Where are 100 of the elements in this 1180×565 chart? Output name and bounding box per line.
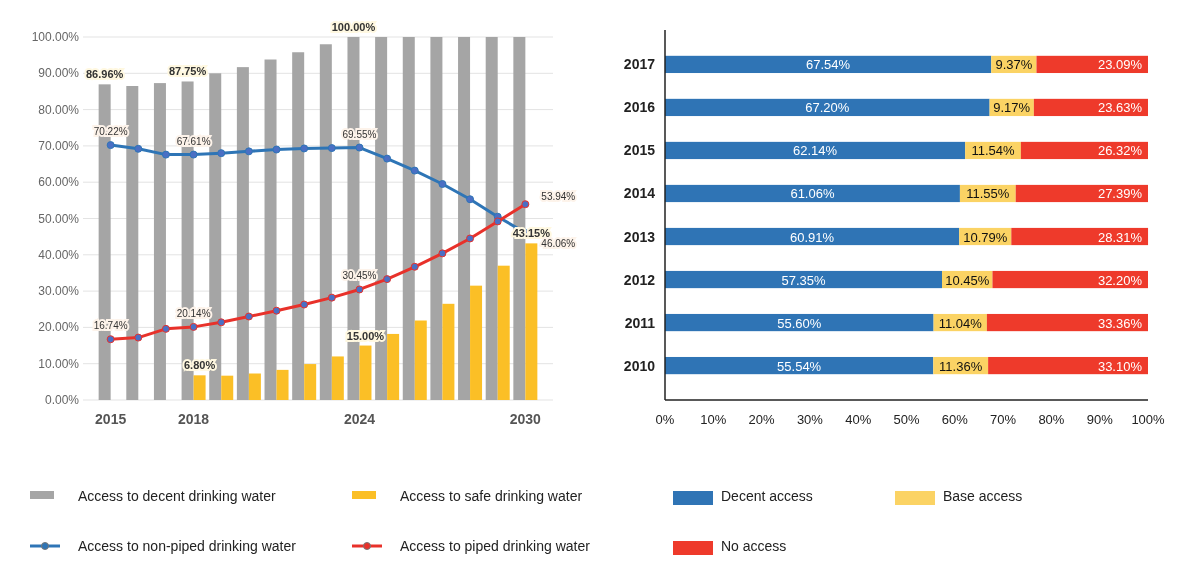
data-label: 11.04% xyxy=(938,315,983,331)
x-tick-label: 2015 xyxy=(95,411,127,427)
y-tick-label: 2011 xyxy=(624,314,656,331)
bar xyxy=(470,285,483,400)
y-tick-label: 50.00% xyxy=(38,211,80,226)
y-tick-label: 80.00% xyxy=(38,102,80,117)
bar xyxy=(292,52,305,400)
bar xyxy=(153,83,166,400)
point xyxy=(410,166,419,175)
data-label: 26.32% xyxy=(1097,143,1143,159)
data-label: 100.00% xyxy=(331,21,376,33)
data-label: 67.61% xyxy=(176,135,211,147)
data-label: 87.75% xyxy=(168,65,207,78)
bar xyxy=(458,37,471,400)
bar xyxy=(665,313,934,332)
y-tick-label: 30.00% xyxy=(38,284,80,299)
bar xyxy=(665,55,992,74)
point xyxy=(106,335,115,344)
bar xyxy=(665,184,960,203)
x-tick-label: 0% xyxy=(655,412,675,427)
data-label: 11.54% xyxy=(971,143,1015,159)
bar xyxy=(304,364,317,400)
data-label: 61.06% xyxy=(790,186,835,202)
bar xyxy=(126,86,139,400)
data-label: 27.39% xyxy=(1097,186,1143,202)
data-label: 20.14% xyxy=(176,307,211,319)
bar xyxy=(414,320,427,400)
data-label: 23.63% xyxy=(1097,100,1143,116)
point xyxy=(466,234,475,243)
data-label: 62.14% xyxy=(793,143,838,159)
x-tick-label: 40% xyxy=(845,412,872,427)
data-label: 55.54% xyxy=(777,358,822,374)
bar xyxy=(248,373,261,400)
data-label: 30.45% xyxy=(342,270,377,282)
bar xyxy=(236,67,249,400)
data-label: 10.79% xyxy=(963,229,1008,245)
data-label: 67.54% xyxy=(806,57,851,73)
point xyxy=(410,262,419,271)
data-label: 33.10% xyxy=(1097,358,1143,374)
bar xyxy=(359,345,372,400)
x-tick-label: 30% xyxy=(796,412,824,427)
data-label: 70.22% xyxy=(93,126,128,138)
point xyxy=(161,324,170,333)
data-label: 69.55% xyxy=(342,128,377,140)
y-tick-label: 0.00% xyxy=(44,393,80,407)
point xyxy=(355,285,364,294)
x-tick-label: 10% xyxy=(700,412,727,427)
point xyxy=(438,249,447,258)
point xyxy=(244,312,253,321)
bar xyxy=(665,227,960,246)
legend-label: Access to safe drinking water xyxy=(400,488,583,504)
data-label: 33.36% xyxy=(1097,315,1143,331)
x-tick-label: 50% xyxy=(893,412,920,427)
x-tick-label: 100% xyxy=(1131,412,1166,427)
bar xyxy=(193,375,206,400)
x-tick-label: 70% xyxy=(990,412,1017,427)
point xyxy=(161,150,170,159)
y-tick-label: 40.00% xyxy=(38,247,80,262)
data-label: 9.37% xyxy=(995,57,1033,73)
point xyxy=(327,293,336,302)
point xyxy=(217,318,226,327)
data-label: 11.36% xyxy=(939,358,983,374)
data-label: 6.80% xyxy=(183,359,216,372)
y-tick-label: 60.00% xyxy=(38,175,80,190)
x-tick-label: 60% xyxy=(941,412,969,427)
point xyxy=(134,144,143,153)
point xyxy=(355,143,364,152)
bar xyxy=(485,37,498,400)
y-tick-label: 90.00% xyxy=(38,66,80,81)
y-tick-label: 2015 xyxy=(623,142,656,159)
y-tick-label: 2012 xyxy=(623,271,656,288)
point xyxy=(383,275,392,284)
point xyxy=(300,300,309,309)
point xyxy=(521,200,530,209)
data-label: 67.20% xyxy=(805,100,850,116)
bar xyxy=(665,98,990,117)
bar xyxy=(665,270,942,289)
bar xyxy=(497,265,510,400)
bar xyxy=(331,356,344,400)
data-label: 86.96% xyxy=(85,68,124,81)
bar xyxy=(402,37,415,400)
point xyxy=(300,144,309,153)
bar xyxy=(988,356,1148,375)
bar xyxy=(992,270,1148,289)
point xyxy=(383,154,392,163)
data-label: 46.06% xyxy=(541,237,576,249)
y-tick-label: 70.00% xyxy=(38,138,80,153)
x-tick-label: 20% xyxy=(748,412,776,427)
y-tick-label: 2013 xyxy=(623,228,656,245)
data-label: 23.09% xyxy=(1097,57,1143,73)
legend-label: Base access xyxy=(943,488,1023,504)
data-label: 9.17% xyxy=(993,100,1031,116)
x-tick-label: 80% xyxy=(1038,412,1065,427)
point xyxy=(272,145,281,154)
x-tick-label: 2024 xyxy=(343,411,376,427)
x-tick-label: 2018 xyxy=(178,411,210,427)
legend-label: Access to piped drinking water xyxy=(400,538,591,554)
bar xyxy=(430,37,443,400)
data-label: 11.55% xyxy=(966,186,1010,202)
point xyxy=(189,322,198,331)
